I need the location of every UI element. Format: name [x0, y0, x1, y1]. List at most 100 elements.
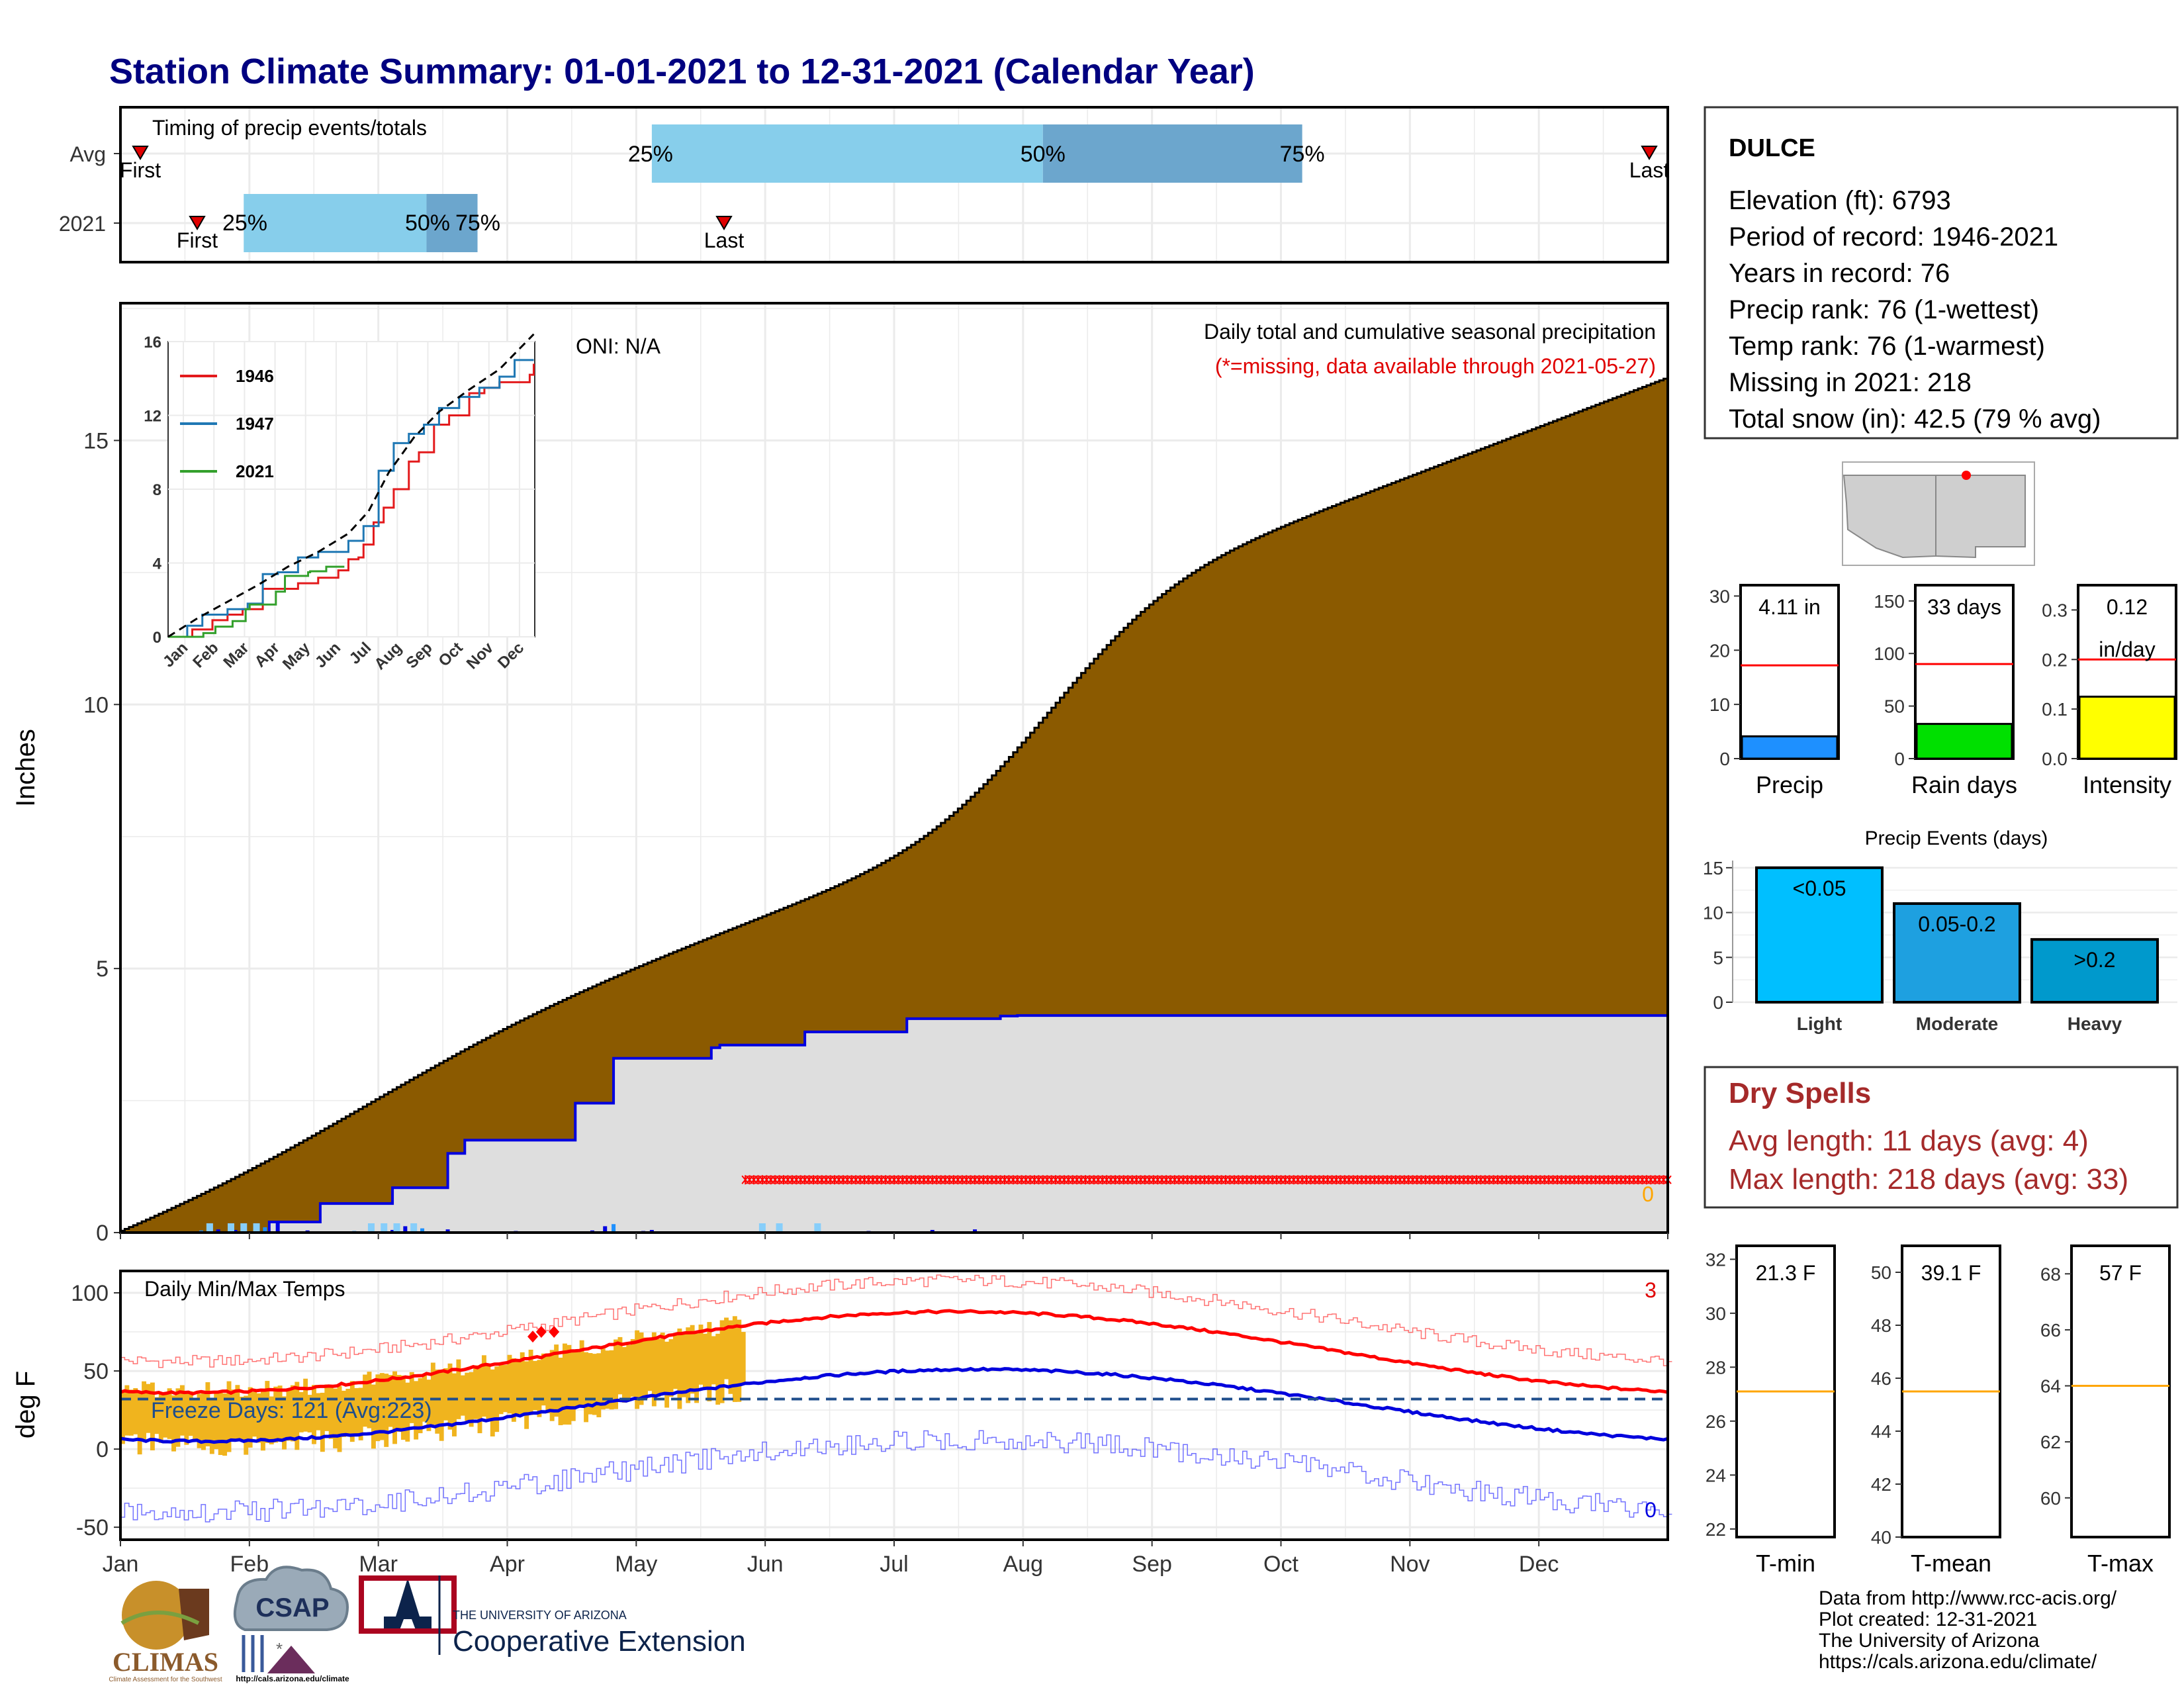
csap-logo-cloud	[234, 1566, 349, 1631]
daily-temp-bar	[524, 1361, 529, 1429]
temp-ylabel: deg F	[11, 1371, 40, 1438]
timing-last-avg-marker	[1641, 146, 1658, 160]
daily-precip-bar	[216, 1229, 220, 1233]
daily-temp-bar	[447, 1363, 453, 1430]
daily-temp-bar	[175, 1388, 181, 1447]
daily-temp-bar	[188, 1391, 193, 1436]
ua-logo-a	[384, 1578, 432, 1630]
daily-temp-bar	[452, 1373, 457, 1436]
csap-logo-url: http://cals.arizona.edu/climate	[236, 1674, 349, 1683]
daily-temp-bar	[728, 1320, 733, 1394]
temp-ytick-label: 50	[83, 1359, 109, 1384]
timing-first-avg-marker	[132, 146, 149, 160]
precip-events-chart: Precip Events (days) <0.05 Light 0.05-0.2 Mo…	[1703, 827, 2177, 1034]
footer-credit-line: Plot created: 12-31-2021	[1819, 1609, 2037, 1630]
dry-spells-title: Dry Spells	[1729, 1077, 1871, 1109]
daily-temp-bar	[260, 1391, 265, 1451]
temp-gauge-label: T-max	[2087, 1550, 2154, 1577]
daily-temp-bar	[626, 1344, 631, 1401]
daily-temp-bar	[605, 1350, 610, 1409]
precip-ytick-label: 15	[83, 428, 109, 453]
daily-temp-bar	[163, 1392, 168, 1438]
temp-month-label: Nov	[1390, 1552, 1430, 1577]
dry-spells-max: Max length: 218 days (avg: 33)	[1729, 1163, 2128, 1196]
daily-snow-mark	[758, 1223, 766, 1231]
daily-temp-bar	[214, 1392, 219, 1450]
timing-last-avg-label: Last	[1629, 158, 1670, 182]
temp-gauge-tick-label: 30	[1706, 1303, 1726, 1324]
daily-temp-bar	[635, 1330, 640, 1409]
temp-gauges: 22 24 26 28 30 32 21.3 F T-min 40 42 44 46 48 50 39.1 …	[1706, 1244, 2171, 1577]
oni-label: ONI: N/A	[576, 334, 661, 358]
daily-temp-bar	[379, 1373, 385, 1440]
gauge-tick-label: 0	[1894, 749, 1905, 769]
daily-temp-bar	[205, 1382, 210, 1446]
temp-month-label: Jun	[747, 1552, 784, 1577]
freeze-days-label: Freeze Days: 121 (Avg:223)	[151, 1398, 432, 1423]
temp-gauge-tick-label: 50	[1871, 1262, 1891, 1283]
daily-temp-bar	[600, 1348, 606, 1410]
daily-temp-bar	[486, 1364, 491, 1419]
timing-label-avg-75: 75%	[1280, 142, 1325, 167]
inset-series-2021	[168, 565, 345, 638]
temp-gauge-tick-label: 42	[1871, 1474, 1891, 1495]
record-high-marker	[549, 1326, 560, 1338]
daily-temp-bar	[702, 1333, 707, 1390]
csap-logo-rain	[242, 1635, 264, 1672]
daily-temp-bar	[545, 1353, 551, 1414]
gauge-value-label: 33 days	[1927, 595, 2001, 619]
temp-panel: Daily Min/Max Temps Freeze Days: 121 (Avg…	[11, 1270, 1672, 1577]
events-bar	[2030, 938, 2159, 1004]
daily-temp-bar	[282, 1396, 287, 1450]
daily-temp-bar	[494, 1366, 500, 1432]
daily-temp-bar	[209, 1398, 214, 1454]
daily-temp-bar	[298, 1392, 304, 1432]
record-high-marker	[535, 1326, 547, 1338]
timing-bar-50-75	[1042, 124, 1302, 183]
timing-label-2021-25: 25%	[222, 211, 267, 236]
footer-credit-line: The University of Arizona	[1819, 1630, 2040, 1652]
daily-temp-bar	[179, 1385, 185, 1436]
timing-row-label: 2021	[59, 212, 106, 236]
daily-temp-bar	[324, 1384, 330, 1431]
daily-temp-bar	[418, 1378, 423, 1434]
events-title: Precip Events (days)	[1865, 827, 2048, 849]
temp-gauge-tick-label: 26	[1706, 1411, 1726, 1432]
timing-first-avg-label: First	[120, 158, 161, 182]
daily-temp-bar	[503, 1364, 508, 1413]
daily-temp-bar	[295, 1382, 300, 1450]
gauge-value-label: 4.11 in	[1758, 595, 1821, 619]
gauge-tick-label: 30	[1709, 586, 1730, 606]
daily-temp-bar	[511, 1358, 516, 1422]
timing-bar-25-50	[651, 124, 1043, 183]
daily-temp-bar	[414, 1381, 419, 1440]
footer-credit-line: Data from http://www.rcc-acis.org/	[1819, 1587, 2117, 1609]
gauge-tick-label: 10	[1709, 694, 1730, 715]
daily-temp-bar	[120, 1390, 125, 1444]
gauge-tick-label: 0.0	[2042, 749, 2068, 769]
daily-temp-bar	[570, 1349, 576, 1421]
daily-temp-bar	[507, 1354, 512, 1414]
daily-temp-bar	[286, 1390, 291, 1441]
daily-temp-bar	[681, 1333, 686, 1397]
inset-legend-label: 2021	[236, 461, 274, 481]
gauge-tick-label: 20	[1709, 640, 1730, 661]
precip-subtitle: Daily total and cumulative seasonal prec…	[1204, 320, 1656, 344]
daily-snow-mark	[410, 1223, 418, 1231]
climas-logo-swoosh	[120, 1611, 200, 1625]
precip-ylabel: Inches	[11, 729, 40, 807]
daily-temp-bar	[643, 1337, 648, 1399]
station-info-line: Period of record: 1946-2021	[1729, 222, 2058, 252]
location-map	[1842, 461, 2035, 566]
daily-temp-bar	[588, 1353, 593, 1415]
precip-ytick-label: 10	[83, 692, 109, 718]
precip-gauges: 0 10 20 30 4.11 in Precip 0 50 100 150 33 days Rain…	[1709, 584, 2177, 798]
temp-gauge-tick-label: 32	[1706, 1249, 1726, 1270]
temp-month-label: May	[615, 1552, 657, 1577]
cumulative-2021-line	[120, 1014, 1668, 1234]
inset-ytick-label: 8	[153, 481, 161, 499]
timing-label-avg-25: 25%	[628, 142, 673, 167]
temp-gauge-tick-label: 62	[2040, 1432, 2061, 1452]
